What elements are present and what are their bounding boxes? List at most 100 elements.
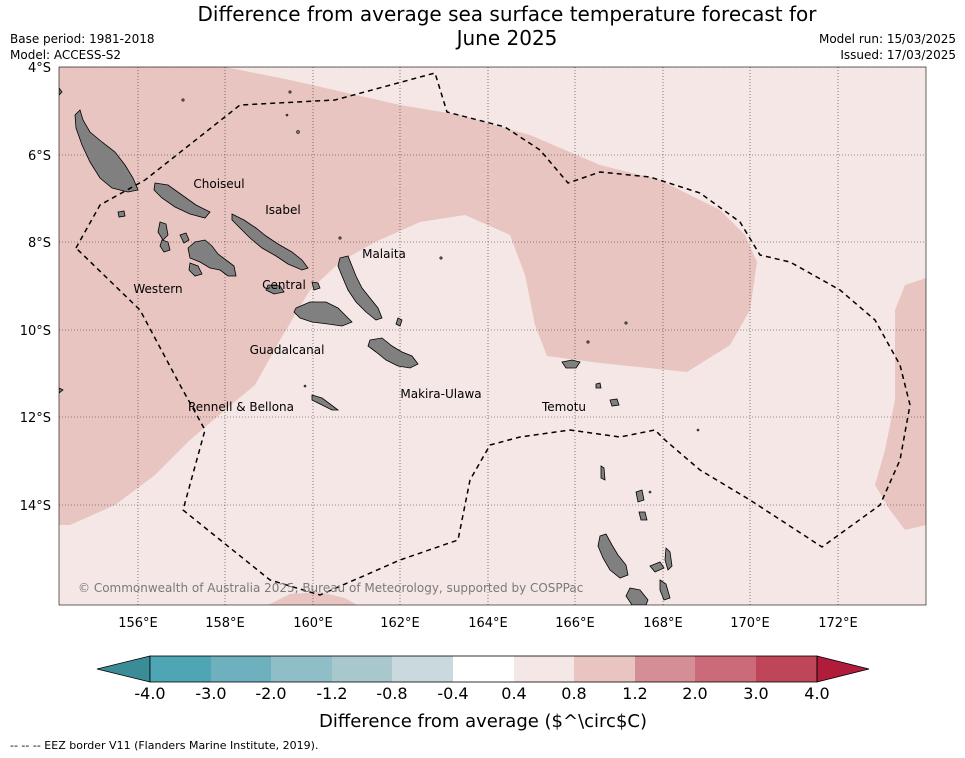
colorbar-tick: 3.0 (743, 684, 768, 703)
island-maewo (664, 547, 673, 571)
colorbar-bin (514, 656, 574, 682)
island-newgeorgia (187, 239, 237, 277)
colorbar-tick: 4.0 (804, 684, 829, 703)
meta-right: Model run: 15/03/2025 Issued: 17/03/2025 (819, 31, 956, 63)
colorbar-bin (453, 656, 514, 682)
colorbar-bin (150, 656, 211, 682)
island-banks2 (638, 511, 648, 521)
lon-label: 168°E (643, 616, 683, 631)
colorbar-label: Difference from average ($^\circ$C) (319, 711, 647, 732)
copyright-text: © Commonwealth of Australia 2025, Bureau… (78, 581, 583, 595)
island-malekula (625, 587, 649, 605)
island-vangunu (179, 232, 190, 244)
anomaly-area-south (268, 592, 357, 605)
lon-label: 158°E (205, 616, 245, 631)
colorbar-bin (695, 656, 756, 682)
colorbar (96, 655, 870, 683)
colorbar-bin (574, 656, 635, 682)
model-run: Model run: 15/03/2025 (818, 32, 956, 46)
region-label-isabel: Isabel (265, 203, 300, 217)
eez-legend-footer: -- -- -- EEZ border V11 (Flanders Marine… (10, 739, 319, 752)
island-makira (367, 337, 419, 369)
lon-label: 172°E (818, 616, 858, 631)
region-label-temotu: Temotu (541, 400, 586, 414)
island-banks1 (635, 489, 645, 503)
anomaly-area-west (59, 67, 757, 525)
lon-label: 166°E (555, 616, 595, 631)
island-choiseul (153, 182, 211, 219)
map-frame (58, 66, 927, 606)
colorbar-tick: 0.8 (561, 684, 586, 703)
island-utupua (609, 398, 620, 407)
region-label-central: Central (262, 278, 306, 292)
region-label-western: Western (133, 282, 182, 296)
small-islets (181, 90, 700, 494)
island-malaita (337, 255, 383, 321)
colorbar-arrow-low (96, 655, 151, 683)
colorbar-arrow-high (816, 655, 870, 683)
colorbar-tick: 0.4 (501, 684, 526, 703)
island-pentecost (659, 579, 671, 601)
island-choiseul-group (74, 109, 139, 193)
colorbar-ticks: -4.0 -3.0 -2.0 -1.2 -0.8 -0.4 0.4 0.8 1.… (134, 684, 829, 703)
island-florida (265, 284, 285, 295)
colorbar-bin (392, 656, 453, 682)
region-label-makira: Makira-Ulawa (400, 387, 481, 401)
colorbar-bin (271, 656, 332, 682)
island-espiritu-santo (597, 533, 629, 579)
region-label-malaita: Malaita (362, 247, 406, 261)
lat-label: 4°S (28, 61, 51, 76)
island-rennell (311, 394, 340, 411)
title-line-2: June 2025 (456, 26, 558, 50)
lat-label: 10°S (20, 324, 51, 339)
land-masses (59, 87, 673, 605)
lon-label: 160°E (293, 616, 333, 631)
colorbar-bin (756, 656, 817, 682)
colorbar-tick: -0.4 (437, 684, 468, 703)
island-torres (600, 465, 606, 481)
meta-left: Base period: 1981-2018 Model: ACCESS-S2 (10, 31, 155, 63)
island-guadalcanal (293, 301, 353, 327)
colorbar-tick: 1.2 (622, 684, 647, 703)
island-ambae (649, 561, 665, 573)
colorbar-tick: -1.2 (316, 684, 347, 703)
colorbar-tick: -2.0 (255, 684, 286, 703)
lon-label: 164°E (468, 616, 508, 631)
island-ulawa (395, 317, 403, 327)
island-reef (595, 382, 602, 389)
colorbar-frame (149, 655, 818, 683)
colorbar-tick: -0.8 (376, 684, 407, 703)
lon-label: 170°E (730, 616, 770, 631)
region-label-guadalcanal: Guadalcanal (250, 343, 325, 357)
longitude-labels: 156°E 158°E 160°E 162°E 164°E 166°E 168°… (118, 616, 858, 631)
lon-label: 156°E (118, 616, 158, 631)
lat-label: 12°S (20, 411, 51, 426)
island-ndeni (561, 359, 581, 369)
colorbar-tick: -4.0 (134, 684, 165, 703)
island-isabel (231, 213, 309, 271)
colorbar-bin (635, 656, 695, 682)
island-kolombangara (159, 239, 171, 253)
region-label-choiseul: Choiseul (193, 177, 244, 191)
region-labels: Choiseul Isabel Malaita Western Central … (133, 177, 586, 414)
base-period: Base period: 1981-2018 (10, 32, 155, 46)
colorbar-tick: 2.0 (682, 684, 707, 703)
latitude-labels: 4°S 6°S 8°S 10°S 12°S 14°S (20, 61, 51, 514)
lat-label: 14°S (20, 499, 51, 514)
lon-label: 162°E (380, 616, 420, 631)
model-name: Model: ACCESS-S2 (10, 48, 122, 62)
lat-label: 8°S (28, 236, 51, 251)
lat-label: 6°S (28, 149, 51, 164)
colorbar-bin (332, 656, 392, 682)
colorbar-tick: -3.0 (195, 684, 226, 703)
island-west-edge (59, 387, 64, 394)
map-title: Difference from average sea surface temp… (160, 2, 854, 50)
region-label-rennell: Rennell & Bellona (188, 400, 294, 414)
island-savo (311, 281, 321, 291)
island-rendova (188, 262, 203, 277)
island-vella (157, 221, 169, 241)
anomaly-area-east (875, 278, 926, 530)
colorbar-bin (211, 656, 271, 682)
title-line-1: Difference from average sea surface temp… (197, 2, 817, 26)
